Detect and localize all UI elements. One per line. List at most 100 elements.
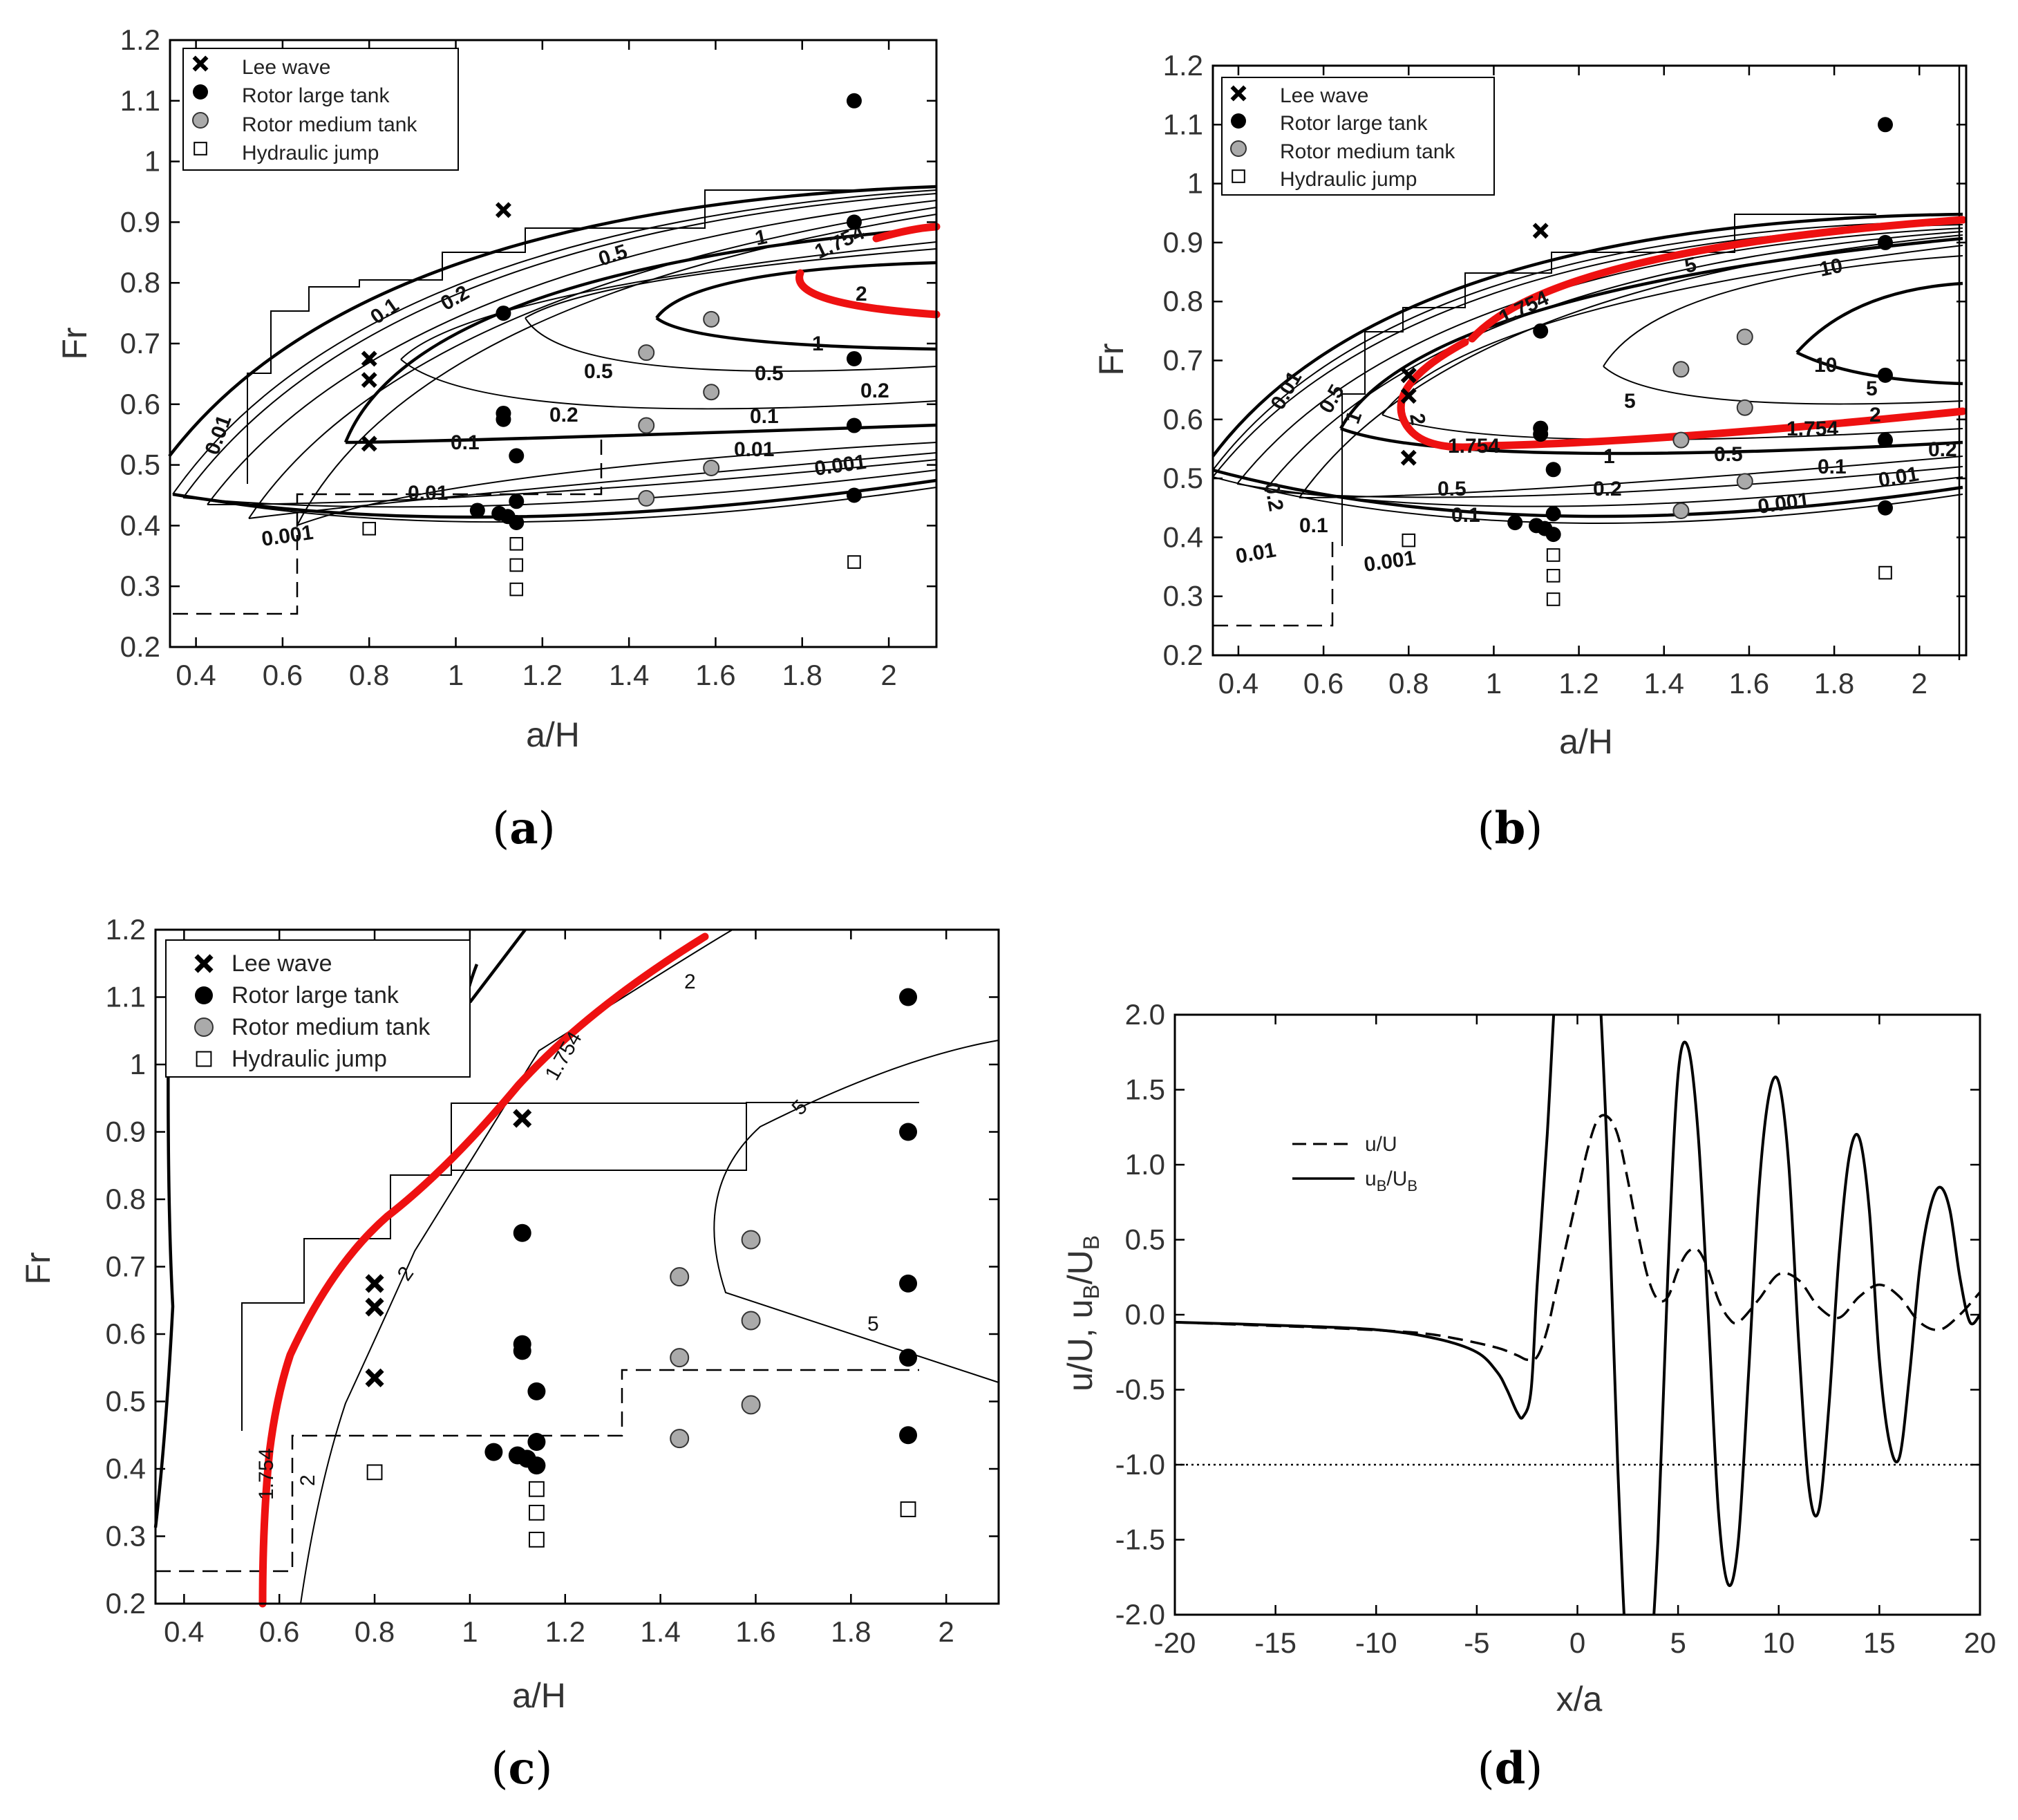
b-point-filled-circle (1877, 432, 1893, 448)
b-legend-symbol (1230, 85, 1247, 102)
legend-lee-wave: Lee wave (1280, 84, 1368, 107)
d-ytick-label: 0.5 (1125, 1223, 1165, 1256)
c-xtick-label: 0.8 (355, 1615, 395, 1648)
a-clabel: 0.01 (201, 412, 236, 458)
panel-d-caption: (d) (1478, 1743, 1543, 1794)
c-point-filled-circle (899, 1349, 918, 1367)
panel-d-lines (1175, 1015, 1980, 1615)
b-xtick-label: 0.8 (1388, 667, 1428, 700)
panel-d-xlabel: x/a (1556, 1680, 1603, 1718)
c-point-grey-circle (741, 1311, 761, 1331)
panel-c-markers (365, 988, 918, 1548)
b-clabel: 0.001 (1362, 547, 1417, 576)
b-clabel: 1.754 (1496, 287, 1552, 330)
c-xtick-label: 1.6 (735, 1615, 775, 1648)
d-series-solid (1175, 1015, 1980, 1615)
a-clabel: 0.1 (750, 405, 779, 428)
a-point-filled-circle (496, 306, 511, 321)
panel-b-axes: 0.4 0.6 0.8 1 1.2 1.4 1.6 1.8 2 0.2 0.3 0.4 0.5 0.6 0.… (1163, 49, 1966, 700)
b-ytick-label: 0.8 (1163, 285, 1203, 317)
a-clabel: 0.2 (549, 404, 578, 426)
b-point-x (1400, 367, 1417, 384)
a-xtick-label: 0.8 (349, 659, 389, 691)
c-clabel: 2 (393, 1262, 419, 1285)
legend-rotor-large: Rotor large tank (1280, 112, 1428, 135)
b-xtick-label: 1.8 (1814, 667, 1854, 700)
b-point-grey-circle (1672, 361, 1690, 378)
panel-c-caption-letter: c (509, 1743, 536, 1794)
panel-c: 1.754 1.754 2 2 2 5 5 0.4 0.6 0.8 1 1.2 1.4 1.… (19, 913, 1000, 1794)
a-point-filled-circle (846, 93, 862, 109)
c-clabel: 1.754 (255, 1448, 278, 1500)
a-point-filled-circle (496, 411, 511, 427)
b-legend-symbol (1230, 140, 1247, 157)
b-clabel: 0.2 (1593, 478, 1622, 500)
d-xtick-label: -15 (1254, 1626, 1296, 1659)
b-point-open-square (1546, 592, 1560, 606)
panel-b-legend-box (1221, 77, 1495, 196)
b-point-grey-circle (1672, 431, 1690, 449)
a-point-filled-circle (509, 448, 525, 464)
panel-b-legend: Lee wave Rotor large tank Rotor medium t… (1221, 77, 1495, 196)
c-ytick-label: 1 (130, 1048, 146, 1080)
d-ytick-label: 0.0 (1125, 1298, 1165, 1331)
b-ytick-label: 1.1 (1163, 108, 1203, 140)
d-series-dashed (1175, 1114, 1980, 1362)
a-point-open-square (362, 521, 377, 536)
b-clabel: 2 (1405, 411, 1429, 426)
c-legend-symbol (194, 954, 214, 973)
a-point-filled-circle (846, 487, 862, 503)
c-legend-symbol (194, 1017, 214, 1037)
panel-a-caption: (a) (492, 803, 555, 854)
b-point-filled-circle (1877, 117, 1893, 133)
panel-b-xlabel: a/H (1559, 722, 1613, 761)
panel-d-frame (1173, 1013, 1981, 1616)
a-point-grey-circle (638, 417, 655, 434)
a-ytick-label: 0.2 (120, 630, 160, 663)
a-ytick-label: 0.4 (120, 509, 160, 541)
d-xtick-label: -5 (1464, 1626, 1489, 1659)
b-point-open-square (1878, 565, 1892, 580)
c-ytick-label: 0.2 (106, 1587, 146, 1620)
panel-b-markers (1400, 117, 1893, 606)
b-clabel: 0.1 (1818, 456, 1847, 478)
c-point-filled-circle (527, 1382, 546, 1400)
d-xtick-label: -10 (1355, 1626, 1397, 1659)
b-clabel: 0.2 (1928, 438, 1957, 461)
a-point-grey-circle (703, 384, 720, 401)
c-point-filled-circle (527, 1433, 546, 1451)
a-point-filled-circle (509, 515, 525, 531)
b-point-filled-circle (1877, 234, 1893, 250)
b-point-open-square (1402, 533, 1416, 547)
panel-b-caption-letter: b (1495, 803, 1526, 854)
c-clabel: 2 (296, 1474, 319, 1486)
d-xtick-label: -20 (1154, 1626, 1196, 1659)
b-ytick-label: 0.9 (1163, 226, 1203, 259)
b-xtick-label: 1.6 (1729, 667, 1769, 700)
c-point-filled-circle (513, 1342, 531, 1360)
panel-a-legend: Lee wave Rotor large tank Rotor medium t… (182, 48, 459, 171)
d-xtick-label: 0 (1569, 1626, 1585, 1659)
b-ytick-label: 0.3 (1163, 580, 1203, 612)
a-xtick-label: 0.6 (263, 659, 303, 691)
a-ytick-label: 0.6 (120, 388, 160, 420)
a-point-grey-circle (638, 344, 655, 362)
b-point-filled-circle (1507, 515, 1523, 531)
b-point-open-square (1546, 548, 1560, 562)
a-clabel: 1 (753, 225, 769, 250)
d-xtick-label: 15 (1863, 1626, 1896, 1659)
a-legend-symbol (192, 55, 209, 72)
panel-c-axes: 0.4 0.6 0.8 1 1.2 1.4 1.6 1.8 2 0.2 0.3 0.4 0.5 0.6 0.… (106, 913, 999, 1648)
d-ytick-label: 2.0 (1125, 998, 1165, 1031)
c-xtick-label: 0.4 (164, 1615, 204, 1648)
b-clabel: 5 (1683, 253, 1699, 278)
a-point-filled-circle (469, 503, 485, 518)
d-ytick-label: 1.0 (1125, 1148, 1165, 1181)
a-clabel: 0.001 (260, 521, 314, 551)
panel-c-legend-box (165, 939, 471, 1078)
a-ytick-label: 0.3 (120, 570, 160, 602)
c-point-filled-circle (899, 1123, 918, 1141)
c-point-x (365, 1368, 384, 1387)
c-ytick-label: 1.1 (106, 981, 146, 1013)
b-clabel: 1.754 (1786, 418, 1838, 440)
